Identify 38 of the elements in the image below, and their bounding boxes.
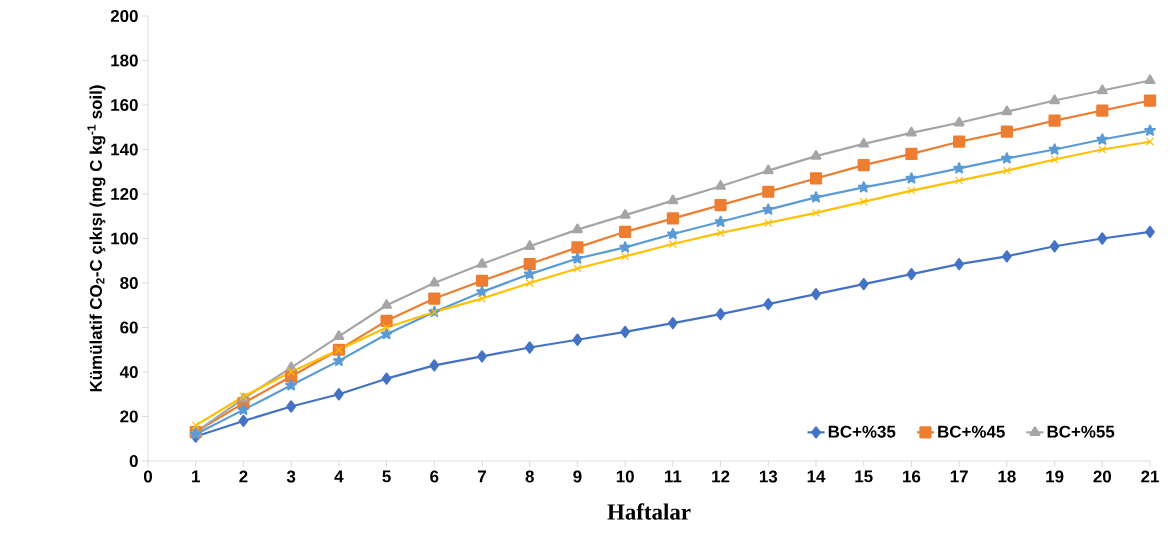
x-tick-label: 14 (807, 470, 826, 483)
x-tick-label: 13 (759, 470, 778, 483)
x-tick-label: 15 (855, 470, 873, 483)
x-tick-label: 4 (334, 470, 344, 483)
y-tick-label: 120 (111, 188, 138, 200)
legend-label: BC+%35 (828, 425, 896, 438)
y-tick-label: 40 (119, 366, 138, 378)
x-tick-label: 3 (286, 470, 296, 483)
x-tick-label: 1 (192, 470, 200, 483)
y-tick-label: 200 (110, 10, 138, 22)
x-tick-label: 6 (430, 470, 439, 483)
x-tick-label: 2 (239, 470, 248, 483)
x-tick-label: 8 (525, 470, 534, 483)
x-tick-label: 7 (478, 470, 486, 483)
y-tick-label: 100 (111, 232, 138, 245)
x-tick-label: 5 (382, 470, 391, 483)
x-axis-title: Haftalar (607, 503, 691, 520)
x-tick-label: 12 (712, 470, 730, 483)
y-tick-label: 140 (111, 143, 138, 156)
y-tick-label: 20 (120, 410, 138, 423)
legend-label: BC+%55 (1047, 425, 1115, 438)
x-tick-label: 16 (903, 470, 921, 483)
x-tick-label: 21 (1141, 470, 1159, 483)
x-tick-label: 20 (1093, 470, 1112, 483)
y-tick-label: 0 (129, 455, 138, 467)
y-tick-label: 80 (120, 277, 138, 289)
x-tick-label: 10 (616, 470, 634, 483)
x-tick-label: 18 (998, 470, 1016, 483)
x-tick-label: 19 (1046, 470, 1064, 483)
y-tick-label: 60 (120, 321, 138, 334)
x-tick-label: 17 (950, 470, 968, 483)
x-tick-label: 0 (143, 470, 153, 483)
x-tick-label: 11 (664, 470, 682, 483)
y-axis-title: Kümülatif CO$_{2}$-C çıkışı (mg C kg$^{-1}$ soil) (87, 85, 106, 392)
legend-label: BC+%45 (938, 425, 1005, 438)
y-tick-label: 160 (111, 99, 138, 111)
y-tick-label: 180 (111, 54, 138, 67)
x-tick-label: 9 (573, 470, 582, 483)
